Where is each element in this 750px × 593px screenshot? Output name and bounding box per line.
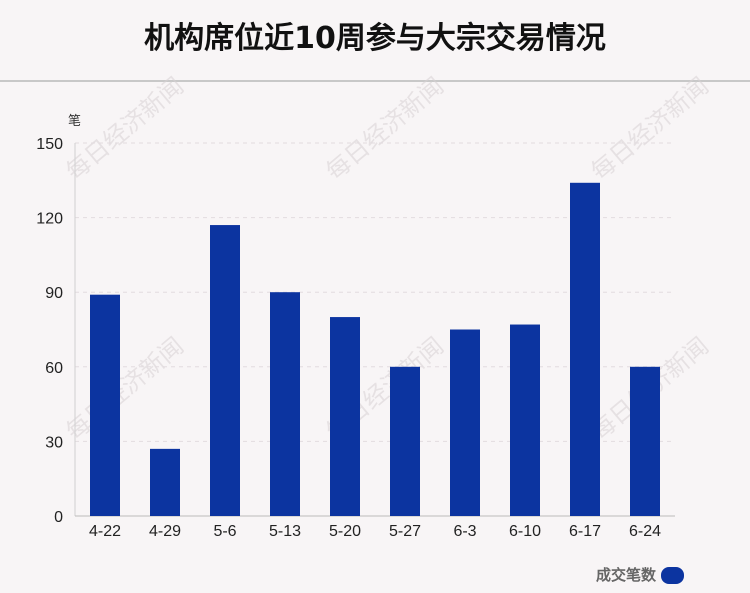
watermark-text: 每日经济新闻	[321, 72, 449, 186]
bar	[270, 292, 300, 516]
x-tick-labels: 4-22 4-29 5-6 5-13 5-20 5-27 6-3 6-10 6-17 6-24	[89, 523, 661, 540]
watermark-layer: 每日经济新闻每日经济新闻每日经济新闻每日经济新闻每日经济新闻每日经济新闻	[61, 72, 714, 446]
y-tick-label: 150	[36, 136, 63, 153]
x-tick-label: 5-13	[269, 523, 301, 540]
watermark-text: 每日经济新闻	[61, 332, 189, 446]
bar	[450, 329, 480, 516]
bar	[330, 317, 360, 516]
watermark-text: 每日经济新闻	[586, 72, 714, 186]
title-divider	[0, 80, 750, 82]
bar	[510, 324, 540, 516]
x-tick-label: 6-17	[569, 523, 601, 540]
y-tick-label: 60	[45, 360, 63, 377]
bar	[90, 294, 120, 516]
y-tick-label: 0	[54, 509, 63, 526]
chart-title: 机构席位近10周参与大宗交易情况	[144, 21, 606, 56]
x-tick-label: 6-3	[453, 523, 476, 540]
y-axis-unit: 笔	[68, 113, 81, 129]
y-tick-label: 90	[45, 285, 63, 302]
x-tick-label: 6-24	[629, 523, 661, 540]
x-tick-label: 4-22	[89, 523, 121, 540]
x-tick-label: 5-20	[329, 523, 361, 540]
legend-label: 成交笔数	[596, 566, 657, 584]
y-tick-labels: 0 30 60 90 120 150	[36, 136, 63, 526]
y-tick-label: 30	[45, 434, 63, 451]
bar	[150, 448, 180, 516]
legend-swatch	[661, 567, 684, 584]
bar	[570, 182, 600, 516]
bar	[390, 366, 420, 516]
bar	[630, 366, 660, 516]
x-tick-label: 4-29	[149, 523, 181, 540]
legend: 成交笔数	[596, 566, 684, 584]
x-tick-label: 6-10	[509, 523, 541, 540]
y-tick-label: 120	[36, 211, 63, 228]
x-tick-label: 5-6	[213, 523, 236, 540]
bar	[210, 225, 240, 516]
bars	[90, 182, 660, 516]
x-tick-label: 5-27	[389, 523, 421, 540]
